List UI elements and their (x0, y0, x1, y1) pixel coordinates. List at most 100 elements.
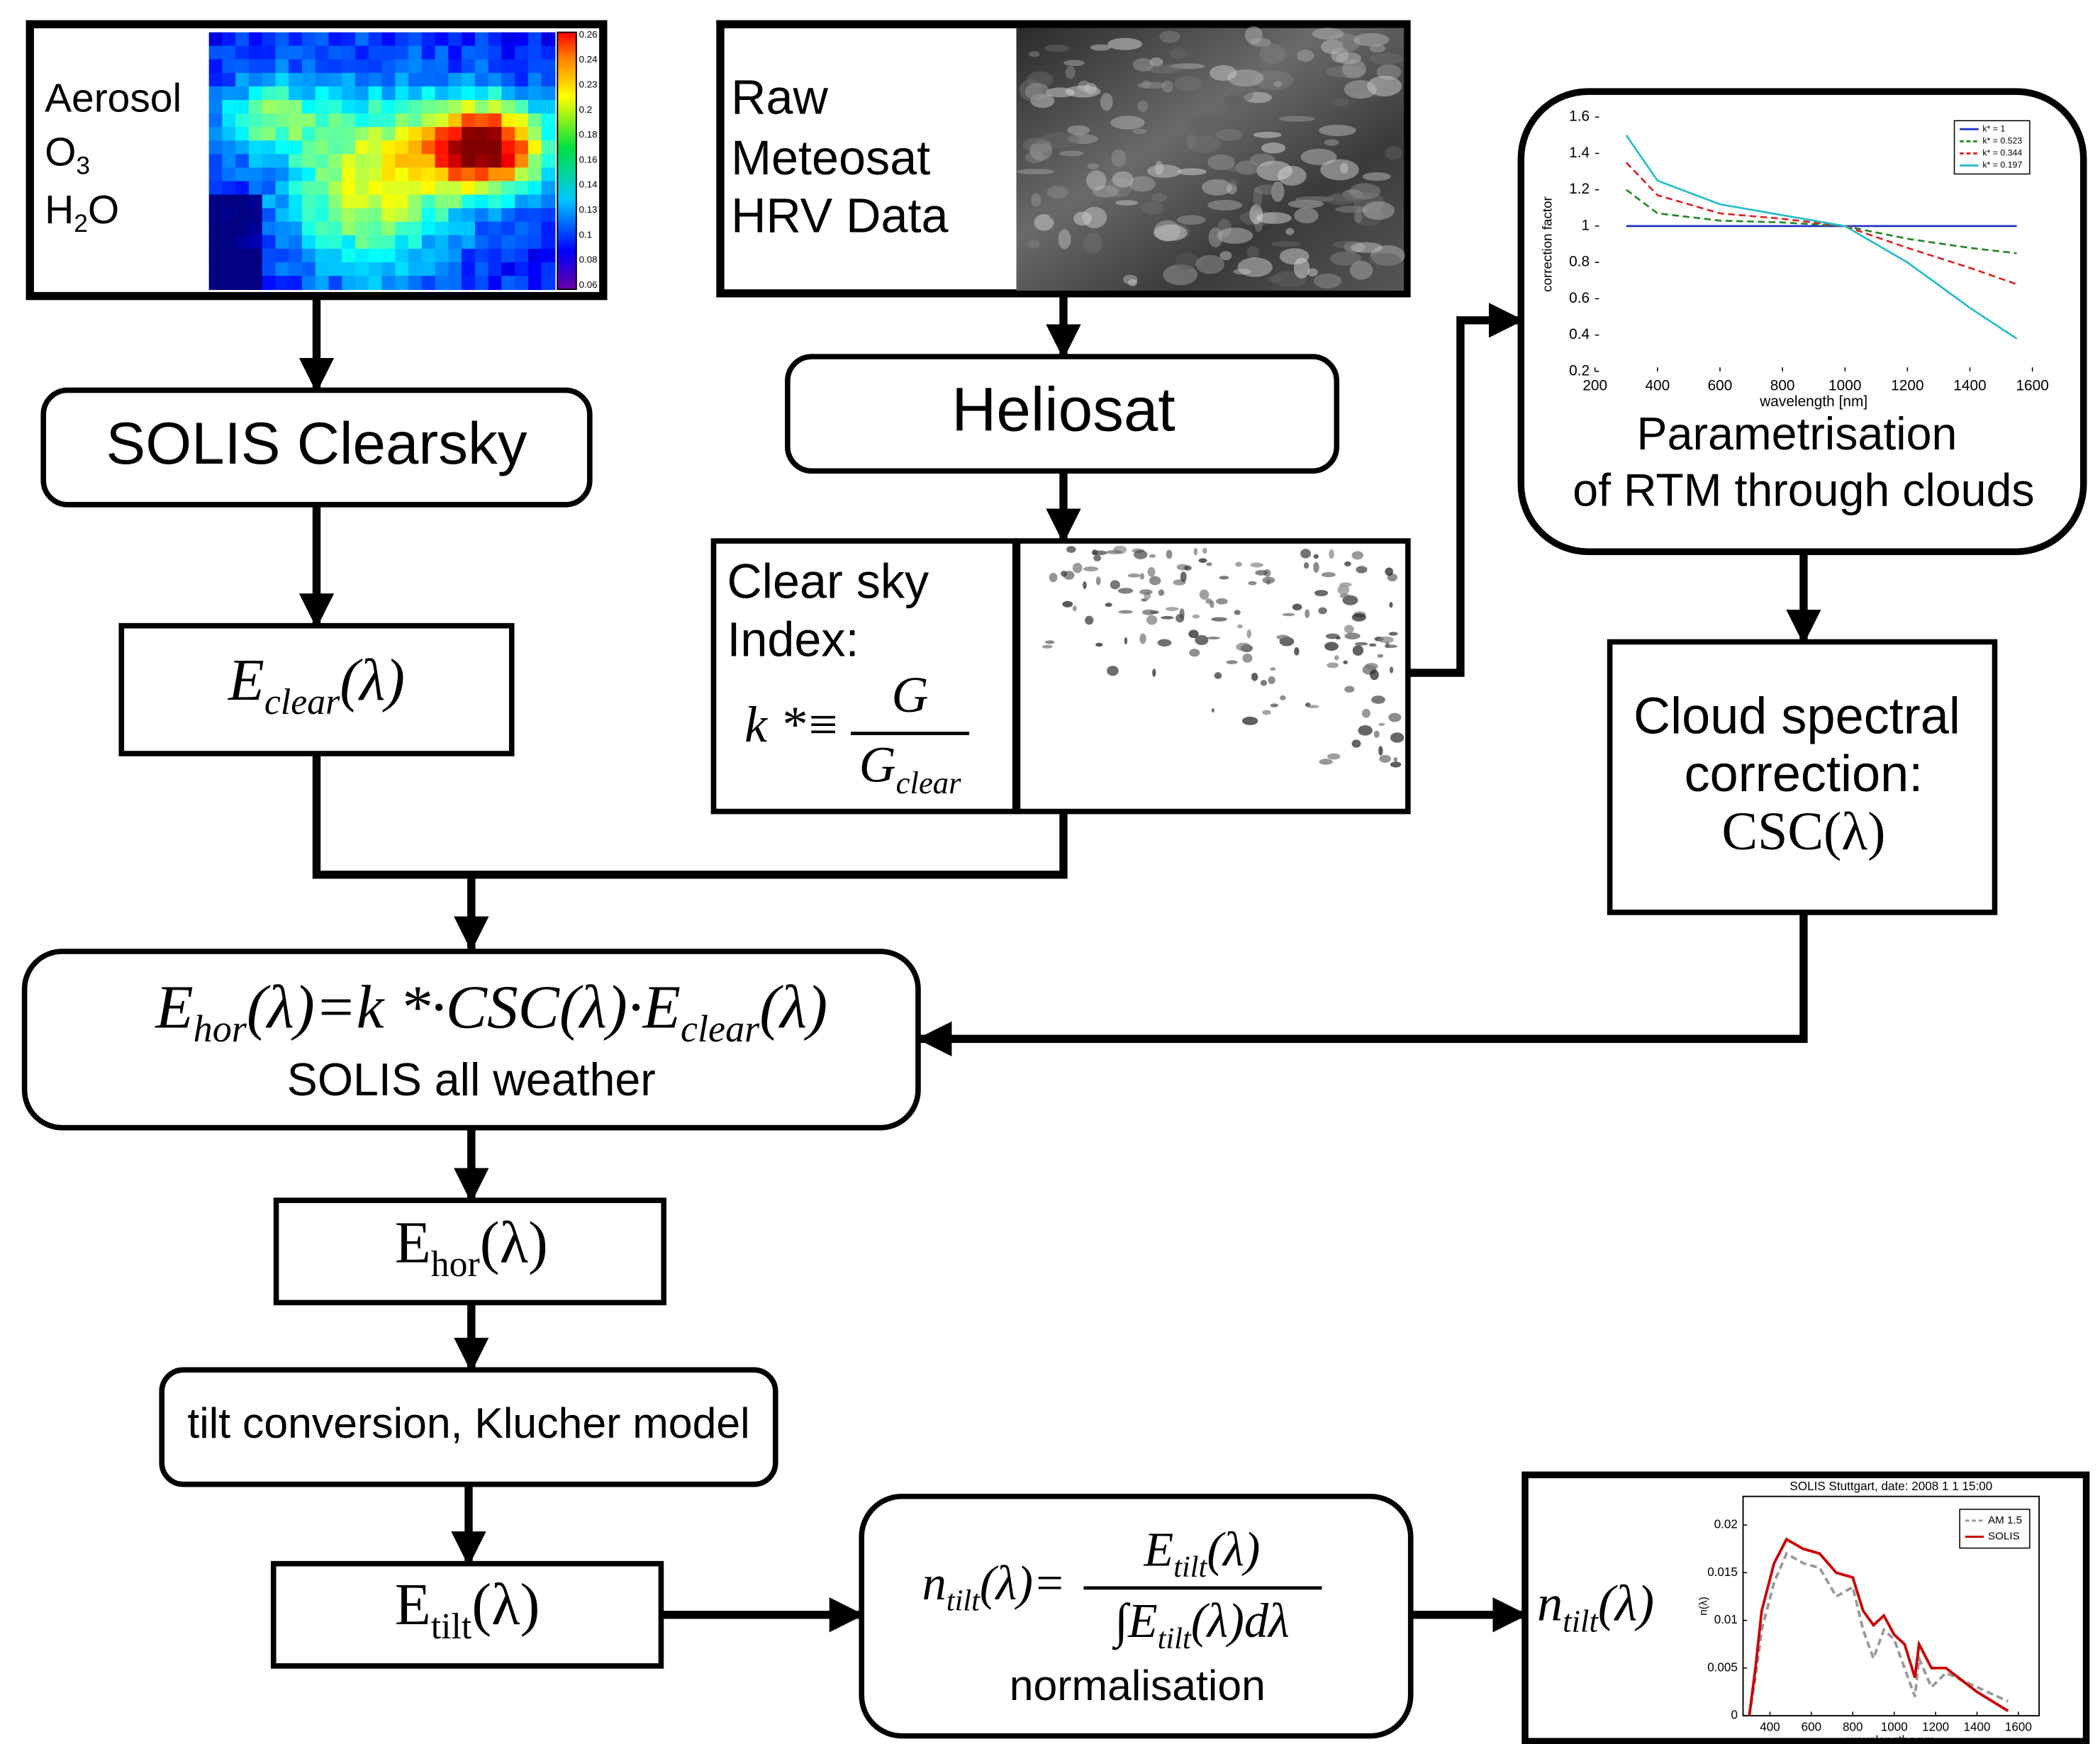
heatmap-cell (515, 181, 529, 195)
heatmap-cell (249, 154, 263, 168)
heatmap-cell (235, 33, 250, 47)
heatmap-cell (395, 154, 409, 168)
heatmap-cell (369, 208, 383, 223)
text-run: E (395, 1211, 431, 1276)
cloud-patch (1390, 666, 1393, 673)
cloud-patch (1142, 610, 1156, 615)
text-run: E (228, 648, 264, 713)
heatmap-cell (235, 262, 250, 276)
heatmap-cell (515, 33, 529, 47)
heatmap-cell (222, 60, 236, 74)
heatmap-cell (462, 46, 476, 60)
x-axis-label: wavelengths nm (1847, 1734, 1935, 1744)
heatmap-cell (435, 222, 449, 236)
cloud-patch (1158, 589, 1165, 596)
heatmap-cell (448, 46, 462, 60)
heatmap-cell (515, 276, 529, 290)
heatmap-cell (501, 46, 515, 60)
cloud-patch (1161, 616, 1173, 620)
heatmap-cell (329, 235, 343, 250)
heatmap-cell (475, 167, 489, 181)
heatmap-cell (435, 73, 449, 87)
cloud-patch (1253, 132, 1282, 138)
heatmap-cell (528, 100, 542, 114)
cloud-patch (1256, 212, 1291, 224)
heatmap-cell (209, 127, 223, 141)
cloud-patch (1250, 38, 1272, 47)
heatmap-cell (262, 100, 277, 114)
cloud-patch (1238, 257, 1273, 277)
csc-line: correction: (1685, 746, 1923, 803)
heatmap-cell (342, 33, 356, 47)
heatmap-cell (235, 249, 250, 263)
cloud-patch (1394, 757, 1398, 761)
heatmap-cell (382, 222, 396, 236)
heatmap-cell (542, 195, 556, 209)
heatmap-cell (488, 262, 503, 276)
heatmap-cell (488, 33, 503, 47)
heatmap-cell (235, 127, 250, 141)
y-tick-label: 1 (1582, 217, 1590, 233)
heatmap-cell (342, 167, 356, 181)
heatmap-cell (329, 276, 343, 290)
heatmap-cell (542, 60, 556, 74)
heatmap-cell (475, 60, 489, 74)
colorbar-label: 0.23 (579, 79, 598, 89)
cloud-patch (1283, 613, 1295, 616)
heatmap-cell (275, 154, 289, 168)
heatmap-cell (382, 100, 396, 114)
heatmap-cell (435, 60, 449, 74)
heatmap-cell (475, 140, 489, 155)
heatmap-cell (501, 181, 515, 195)
text-run: (λ) (759, 972, 827, 1041)
cloud-patch (1270, 703, 1278, 707)
heatmap-cell (462, 73, 476, 87)
heatmap-cell (395, 276, 409, 290)
heatmap-cell (542, 222, 556, 236)
heatmap-cell (275, 195, 289, 209)
cloud-patch (1352, 613, 1366, 622)
cloud-patch (1175, 253, 1198, 270)
cloud-patch (1274, 81, 1283, 87)
heatmap-cell (542, 262, 556, 276)
heatmap-cell (501, 127, 515, 141)
cloud-patch (1389, 632, 1398, 635)
heatmap-cell (448, 73, 462, 87)
heatmap-cell (542, 100, 556, 114)
heatmap-cell (235, 60, 250, 74)
cloud-patch (1344, 561, 1351, 566)
cloud-patch (1229, 179, 1238, 186)
cloud-patch (1118, 588, 1133, 593)
cloud-patch (1251, 673, 1258, 681)
heatmap-cell (501, 73, 515, 87)
cloud-patch (1237, 625, 1243, 629)
subscript: tilt (431, 1606, 472, 1647)
heatmap-cell (222, 154, 236, 168)
heatmap-cell (528, 154, 542, 168)
cloud-patch (1093, 555, 1101, 561)
heatmap-cell (315, 60, 330, 74)
legend-label: k* = 0.344 (1982, 148, 2022, 158)
cloud-patch (1086, 170, 1107, 190)
heatmap-cell (448, 33, 462, 47)
cloud-patch (1378, 637, 1394, 643)
cloud-patch (1177, 215, 1206, 225)
cloud-patch (1169, 47, 1187, 59)
cloud-patch (1132, 128, 1146, 134)
y-tick-label: 0.2 (1569, 362, 1590, 379)
y-tick-label: 0.4 (1569, 326, 1590, 342)
y-axis-label: correction factor (1539, 196, 1554, 292)
heatmap-cell (542, 46, 556, 60)
heatmap-cell (435, 154, 449, 168)
heatmap-cell (422, 167, 436, 181)
heatmap-cell (342, 60, 356, 74)
colorbar-label: 0.16 (579, 154, 598, 164)
heatmap-cell (369, 140, 383, 155)
heatmap-cell (222, 235, 236, 250)
subscript: tilt (1158, 1622, 1192, 1655)
heatmap-cell (475, 249, 489, 263)
cloud-patch (1353, 33, 1390, 47)
cloud-patch (1242, 654, 1252, 663)
cloud-patch (1042, 645, 1053, 649)
heatmap-cell (395, 73, 409, 87)
